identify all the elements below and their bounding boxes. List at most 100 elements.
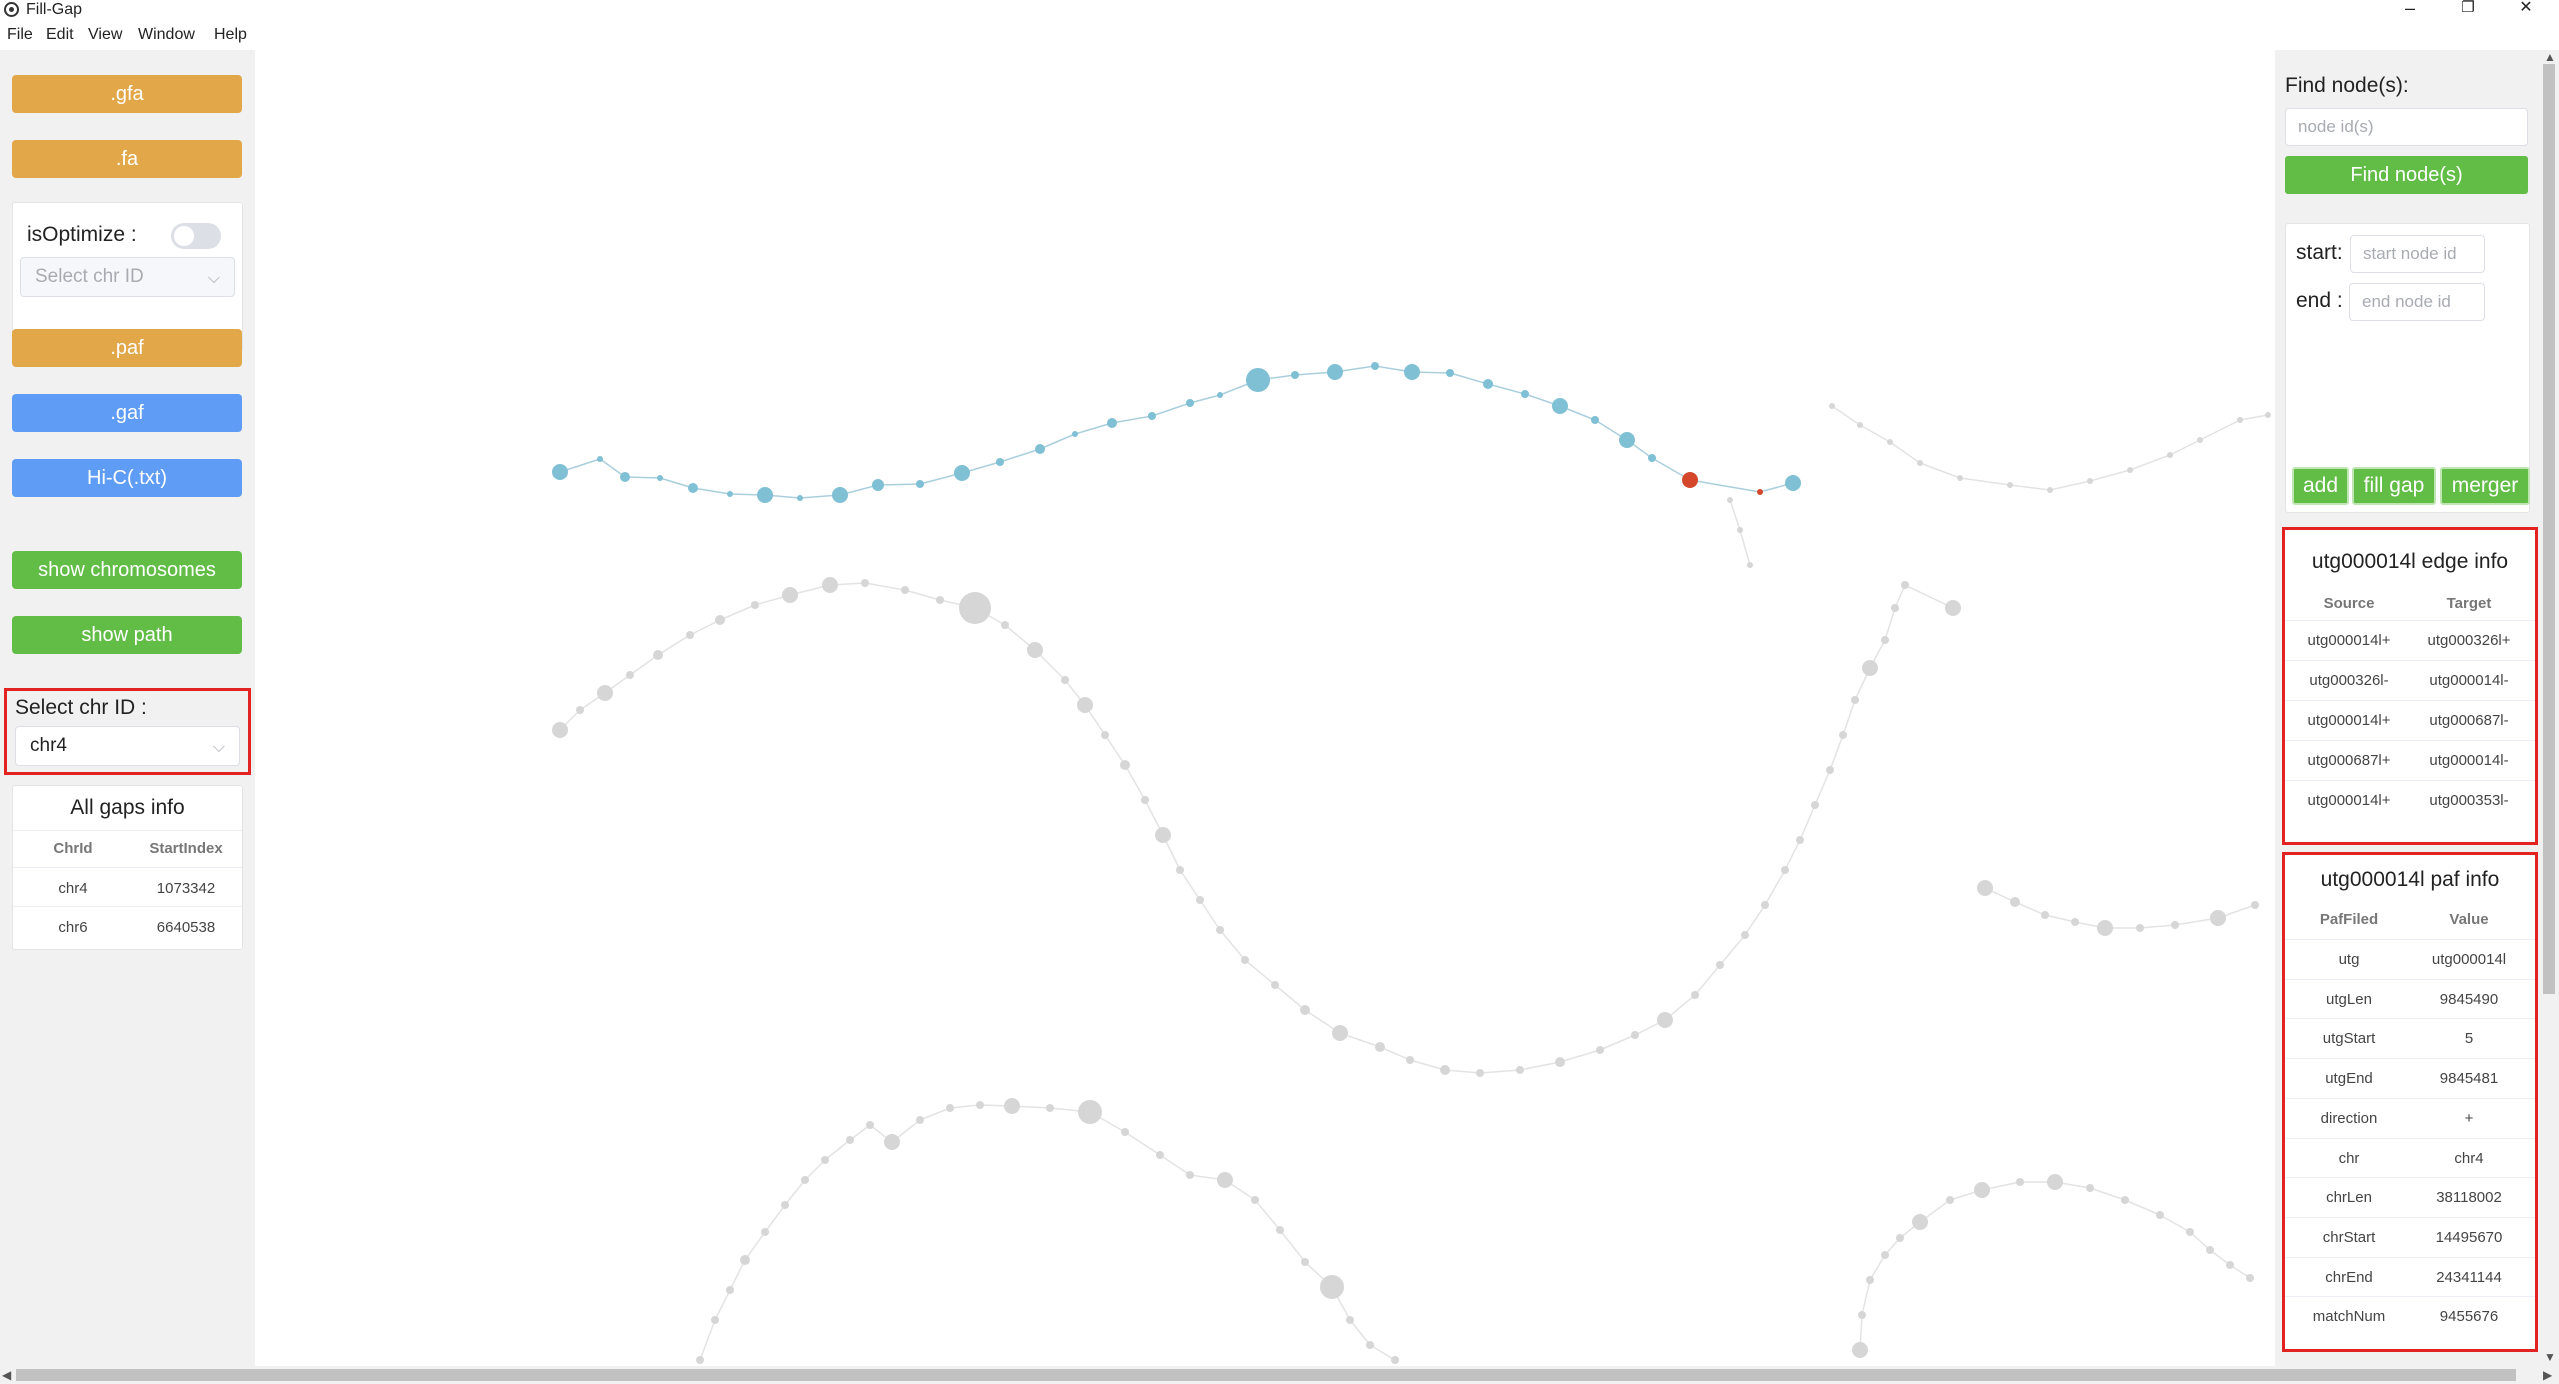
graph-node[interactable] <box>1896 1234 1904 1242</box>
graph-node[interactable] <box>1682 472 1698 488</box>
graph-node[interactable] <box>1887 439 1893 445</box>
graph-node[interactable] <box>740 1255 750 1265</box>
graph-node[interactable] <box>761 1228 769 1236</box>
graph-node[interactable] <box>727 491 733 497</box>
graph-node[interactable] <box>1440 1065 1450 1075</box>
graph-node[interactable] <box>1276 1226 1284 1234</box>
start-node-input[interactable]: start node id <box>2350 235 2485 273</box>
graph-node[interactable] <box>626 671 634 679</box>
graph-node[interactable] <box>1826 766 1834 774</box>
graph-node[interactable] <box>686 631 694 639</box>
graph-node[interactable] <box>1078 1100 1102 1124</box>
graph-node[interactable] <box>781 1201 789 1209</box>
chr-select[interactable]: chr4 ⌵ <box>15 726 240 766</box>
menu-window[interactable]: Window <box>138 26 195 43</box>
scroll-up-icon[interactable]: ▲ <box>2544 50 2556 64</box>
graph-node[interactable] <box>2210 910 2226 926</box>
graph-node[interactable] <box>1186 1171 1194 1179</box>
graph-node[interactable] <box>1371 362 1379 370</box>
graph-node[interactable] <box>1881 636 1889 644</box>
graph-node[interactable] <box>2016 1178 2024 1186</box>
graph-node[interactable] <box>1516 1066 1524 1074</box>
graph-node[interactable] <box>1829 403 1835 409</box>
load-gfa-button[interactable]: .gfa <box>12 75 242 113</box>
graph-node[interactable] <box>832 487 848 503</box>
horizontal-scrollbar[interactable]: ◀ ▶ <box>0 1366 2559 1384</box>
graph-node[interactable] <box>1945 600 1961 616</box>
graph-node[interactable] <box>866 1121 874 1129</box>
optimize-toggle[interactable] <box>171 223 221 249</box>
graph-node[interactable] <box>1747 562 1753 568</box>
graph-node[interactable] <box>1716 961 1724 969</box>
graph-node[interactable] <box>1375 1042 1385 1052</box>
merger-button[interactable]: merger <box>2440 467 2530 505</box>
graph-node[interactable] <box>1046 1104 1054 1112</box>
graph-node[interactable] <box>996 458 1004 466</box>
find-node-button[interactable]: Find node(s) <box>2285 156 2528 194</box>
show-path-button[interactable]: show path <box>12 616 242 654</box>
graph-node[interactable] <box>1446 369 1454 377</box>
vertical-scroll-thumb[interactable] <box>2543 64 2555 994</box>
graph-node[interactable] <box>1217 1172 1233 1188</box>
graph-node[interactable] <box>1891 604 1899 612</box>
graph-node[interactable] <box>2086 1184 2094 1192</box>
graph-node[interactable] <box>1121 1128 1129 1136</box>
graph-node[interactable] <box>711 1316 719 1324</box>
graph-node[interactable] <box>916 1116 924 1124</box>
graph-node[interactable] <box>1001 621 1009 629</box>
fill-gap-button[interactable]: fill gap <box>2352 467 2436 505</box>
horizontal-scroll-thumb[interactable] <box>16 1369 2516 1381</box>
scroll-down-icon[interactable]: ▼ <box>2544 1350 2556 1364</box>
graph-node[interactable] <box>2171 921 2179 929</box>
graph-node[interactable] <box>1862 660 1878 676</box>
graph-node[interactable] <box>1796 836 1804 844</box>
graph-node[interactable] <box>1648 454 1656 462</box>
graph-node[interactable] <box>620 472 630 482</box>
end-node-input[interactable]: end node id <box>2349 283 2485 321</box>
close-button[interactable]: ✕ <box>2519 0 2533 16</box>
graph-node[interactable] <box>751 601 759 609</box>
graph-node[interactable] <box>1881 1251 1889 1259</box>
optimize-chr-select[interactable]: Select chr ID ⌵ <box>20 257 235 297</box>
graph-node[interactable] <box>2007 482 2013 488</box>
graph-node[interactable] <box>576 706 584 714</box>
find-node-input[interactable]: node id(s) <box>2285 108 2528 146</box>
graph-node[interactable] <box>1727 497 1733 503</box>
graph-node[interactable] <box>1301 1258 1309 1266</box>
graph-node[interactable] <box>1619 432 1635 448</box>
graph-node[interactable] <box>1901 581 1909 589</box>
graph-node[interactable] <box>2127 467 2133 473</box>
graph-node[interactable] <box>1851 696 1859 704</box>
graph-node[interactable] <box>1346 1316 1354 1324</box>
load-gaf-button[interactable]: .gaf <box>12 394 242 432</box>
graph-node[interactable] <box>1246 368 1270 392</box>
graph-node[interactable] <box>2186 1228 2194 1236</box>
graph-node[interactable] <box>696 1356 704 1364</box>
add-button[interactable]: add <box>2292 467 2349 505</box>
graph-node[interactable] <box>1811 801 1819 809</box>
graph-node[interactable] <box>1101 731 1109 739</box>
graph-node[interactable] <box>1957 475 1963 481</box>
graph-node[interactable] <box>552 464 568 480</box>
graph-node[interactable] <box>797 495 803 501</box>
graph-node[interactable] <box>657 475 663 481</box>
scroll-left-icon[interactable]: ◀ <box>2 1368 12 1382</box>
graph-node[interactable] <box>552 722 568 738</box>
graph-node[interactable] <box>597 456 603 462</box>
graph-node[interactable] <box>2010 897 2020 907</box>
graph-node[interactable] <box>959 592 991 624</box>
graph-node[interactable] <box>1271 981 1279 989</box>
graph-node[interactable] <box>1072 431 1078 437</box>
graph-node[interactable] <box>1320 1275 1344 1299</box>
graph-node[interactable] <box>1521 390 1529 398</box>
graph-node[interactable] <box>2136 924 2144 932</box>
graph-node[interactable] <box>2047 1174 2063 1190</box>
restore-button[interactable]: ❐ <box>2461 0 2475 16</box>
graph-node[interactable] <box>1741 931 1749 939</box>
load-hic-button[interactable]: Hi-C(.txt) <box>12 459 242 497</box>
graph-node[interactable] <box>1004 1098 1020 1114</box>
graph-node[interactable] <box>1332 1025 1348 1041</box>
graph-node[interactable] <box>1107 418 1117 428</box>
graph-node[interactable] <box>1035 444 1045 454</box>
graph-node[interactable] <box>2226 1261 2234 1269</box>
